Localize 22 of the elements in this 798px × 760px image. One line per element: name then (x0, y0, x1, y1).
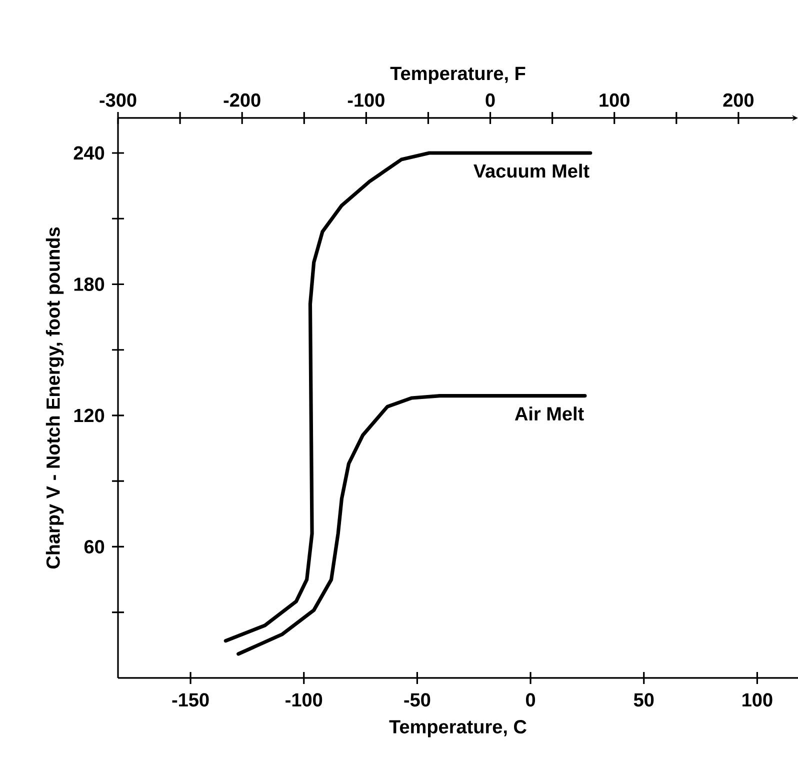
x-tick-label: 50 (634, 693, 654, 707)
x2-tick-label: -300 (100, 93, 136, 107)
line-series (236, 394, 587, 656)
y-axis-title: Charpy V - Notch Energy, foot pounds (46, 227, 64, 569)
y-tick-label: 240 (74, 146, 104, 160)
x2-tick-label: -100 (348, 93, 384, 107)
x2-axis-title: Temperature, F (390, 66, 526, 84)
x2-tick-label: -200 (224, 93, 260, 107)
x2-tick-label: 100 (600, 93, 630, 107)
x2-tick-label: 200 (723, 93, 754, 107)
x-tick-label: -150 (172, 693, 209, 707)
x-tick-label: 100 (742, 693, 772, 707)
x-tick-label: -100 (286, 693, 322, 707)
x-axis-title: Temperature, C (389, 720, 526, 738)
x-tick-label: 0 (526, 693, 536, 707)
y-tick-label: 120 (74, 408, 104, 422)
series-label: Air Melt (514, 406, 584, 421)
x2-tick-label: 0 (486, 93, 495, 107)
series-label: Vacuum Melt (474, 164, 590, 178)
y-tick-label: 180 (74, 278, 104, 291)
x-tick-label: -50 (404, 693, 430, 707)
y-tick-label: 60 (84, 540, 104, 554)
